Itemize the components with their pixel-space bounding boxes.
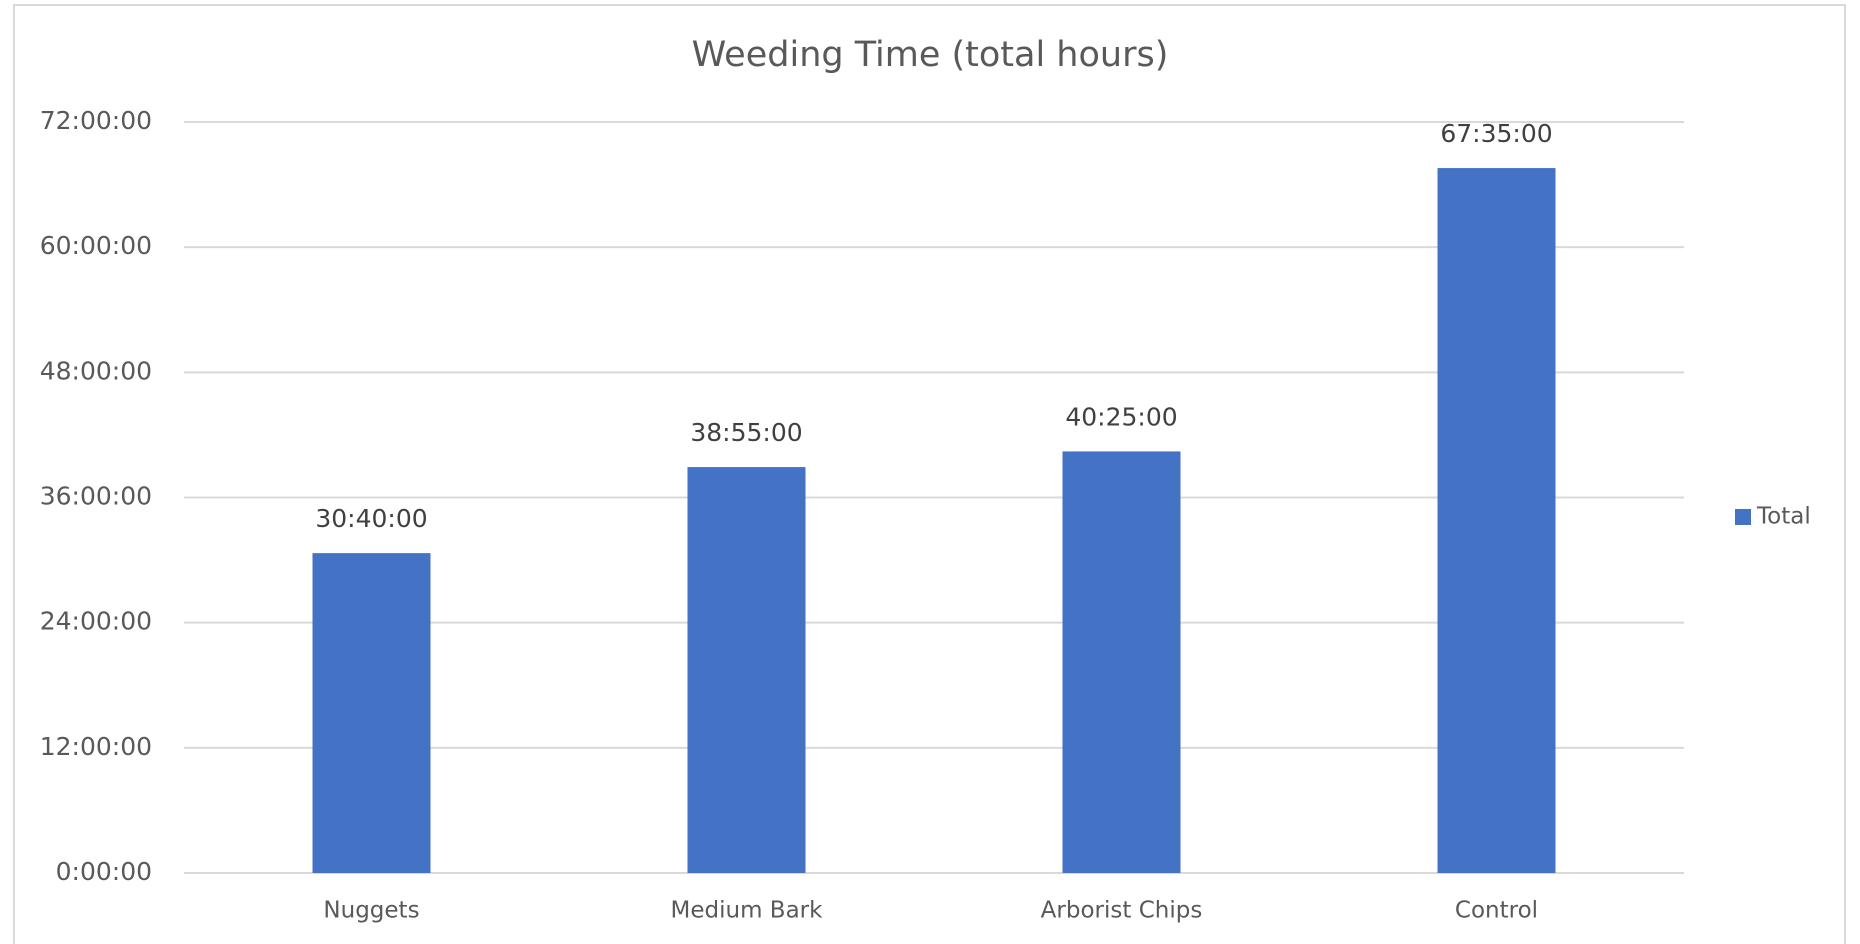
chart-frame — [13, 4, 1846, 944]
x-tick-label: Nuggets — [323, 898, 419, 924]
y-tick-label: 36:00:00 — [40, 482, 152, 511]
y-tick-label: 24:00:00 — [40, 607, 152, 636]
bar — [687, 467, 806, 873]
y-tick-label: 48:00:00 — [40, 356, 152, 385]
legend-label: Total — [1756, 504, 1811, 530]
y-tick-label: 60:00:00 — [40, 231, 152, 260]
y-tick-label: 12:00:00 — [40, 732, 152, 761]
x-tick-label: Control — [1455, 898, 1538, 924]
x-tick-label: Medium Bark — [671, 898, 824, 924]
value-label: 38:55:00 — [690, 418, 802, 447]
chart-title: Weeding Time (total hours) — [692, 35, 1169, 75]
value-label: 30:40:00 — [315, 504, 427, 533]
legend-swatch — [1735, 509, 1751, 525]
value-label: 40:25:00 — [1065, 402, 1177, 431]
value-label: 67:35:00 — [1440, 119, 1552, 148]
bar — [312, 553, 431, 873]
x-tick-label: Arborist Chips — [1041, 898, 1203, 924]
bar — [1437, 168, 1556, 874]
bar — [1062, 451, 1181, 873]
y-tick-label: 72:00:00 — [40, 106, 152, 135]
y-tick-label: 0:00:00 — [56, 857, 152, 886]
